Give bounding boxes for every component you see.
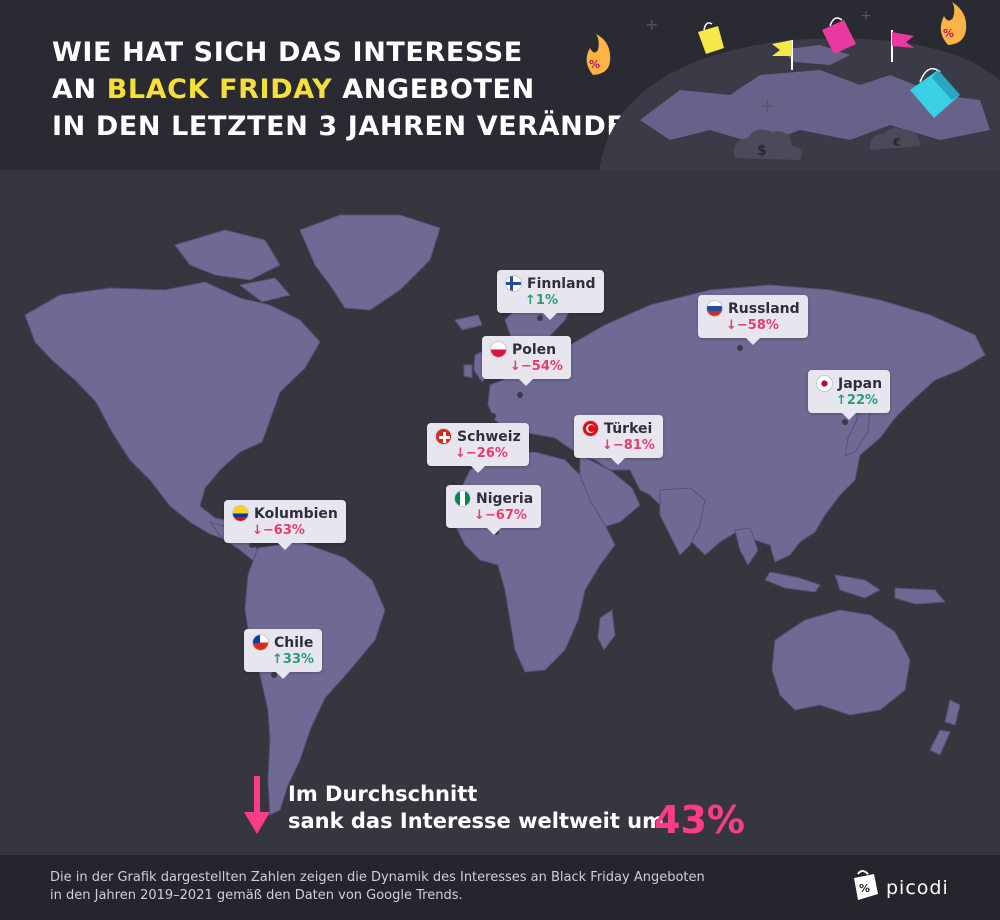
footnote-line-1: Die in der Grafik dargestellten Zahlen z… — [50, 870, 705, 885]
country-card-kolumbien: Kolumbien ↓−63% — [224, 500, 346, 550]
trend-arrow-icon: ↑ — [272, 652, 283, 667]
title-line-3: IN DEN LETZTEN 3 JAHREN VERÄNDERT? — [52, 111, 681, 142]
arctic-islands-shape — [174, 229, 281, 281]
country-value: −63% — [262, 523, 305, 538]
header-illustration: $ € + + + % % — [586, 2, 1000, 170]
south-america-shape — [244, 541, 386, 816]
summary-line-1: Im Durchschnitt — [288, 782, 478, 806]
country-value: −26% — [465, 446, 508, 461]
country-value: 33% — [282, 652, 315, 667]
country-change: ↑22% — [816, 393, 882, 408]
trend-arrow-icon: ↓ — [510, 359, 521, 374]
country-card-schweiz: Schweiz ↓−26% — [427, 423, 529, 473]
svg-text:+: + — [645, 15, 658, 34]
down-arrow-icon — [244, 776, 270, 834]
country-change: ↓−81% — [582, 438, 655, 453]
svg-text:%: % — [589, 58, 600, 71]
shopping-bag-icon — [910, 67, 960, 118]
svg-text:$: $ — [757, 143, 767, 159]
switzerland-flag-icon — [435, 428, 452, 445]
greenland-shape — [299, 214, 441, 311]
colombia-flag-icon — [232, 505, 249, 522]
country-card-tuerkei: Türkei ↓−81% — [574, 415, 663, 465]
country-card-finnland: Finnland ↑1% — [497, 270, 604, 320]
poland-flag-icon — [490, 341, 507, 358]
footnote: Die in der Grafik dargestellten Zahlen z… — [50, 869, 810, 905]
country-card-japan: Japan ↑22% — [808, 370, 891, 420]
country-card-russland: Russland ↓−58% — [698, 295, 808, 345]
trend-arrow-icon: ↓ — [726, 318, 737, 333]
country-change: ↑1% — [505, 293, 596, 308]
country-card-nigeria: Nigeria ↓−67% — [446, 485, 542, 535]
country-change: ↓−58% — [706, 318, 800, 333]
country-value: −81% — [612, 438, 655, 453]
trend-arrow-icon: ↑ — [525, 293, 536, 308]
country-name: Polen — [512, 341, 557, 358]
country-change: ↓−26% — [435, 446, 521, 461]
summary-percent: 43% — [654, 798, 745, 842]
country-name: Russland — [728, 300, 800, 317]
footer: Die in der Grafik dargestellten Zahlen z… — [0, 855, 1000, 920]
picodi-logo[interactable]: % picodi — [848, 870, 968, 906]
country-change: ↓−67% — [454, 508, 533, 523]
svg-text:+: + — [760, 96, 775, 117]
india-shape — [659, 487, 706, 556]
country-card-polen: Polen ↓−54% — [482, 336, 571, 386]
title-highlight: BLACK FRIDAY — [106, 74, 333, 105]
country-value: −58% — [736, 318, 779, 333]
country-change: ↓−63% — [232, 523, 338, 538]
country-value: −67% — [484, 508, 527, 523]
russia-flag-icon — [706, 300, 723, 317]
country-name: Japan — [838, 375, 883, 392]
chile-flag-icon — [252, 634, 269, 651]
country-name: Finnland — [527, 275, 596, 292]
cloud-icon — [869, 127, 920, 150]
world-map — [24, 214, 986, 816]
trend-arrow-icon: ↓ — [474, 508, 485, 523]
svg-text:%: % — [943, 27, 954, 40]
trend-arrow-icon: ↓ — [602, 438, 613, 453]
fire-icon: % — [586, 34, 611, 75]
country-name: Nigeria — [476, 490, 534, 507]
trend-arrow-icon: ↑ — [836, 393, 847, 408]
svg-text:+: + — [860, 8, 872, 24]
australia-shape — [771, 609, 911, 716]
flag-pin-icon — [772, 40, 793, 70]
country-value: 22% — [846, 393, 879, 408]
country-name: Kolumbien — [254, 505, 338, 522]
turkey-flag-icon — [582, 420, 599, 437]
country-name: Türkei — [604, 420, 653, 437]
japan-flag-icon — [816, 375, 833, 392]
title-line-1: WIE HAT SICH DAS INTERESSE — [52, 37, 523, 68]
summary-block: Im Durchschnitt sank das Interesse weltw… — [240, 776, 840, 842]
footnote-line-2: in den Jahren 2019–2021 gemäß den Daten … — [50, 888, 463, 903]
shopping-bag-icon — [822, 17, 856, 54]
cloud-icon — [733, 129, 802, 160]
finland-flag-icon — [505, 275, 522, 292]
trend-arrow-icon: ↓ — [252, 523, 263, 538]
flag-pin-icon — [891, 30, 914, 62]
country-name: Chile — [274, 634, 314, 651]
svg-text:€: € — [892, 136, 901, 149]
country-change: ↑33% — [252, 652, 314, 667]
north-america-shape — [24, 281, 321, 543]
country-change: ↓−54% — [490, 359, 563, 374]
nigeria-flag-icon — [454, 490, 471, 507]
picodi-logo-icon: % — [854, 870, 878, 900]
shopping-bag-icon — [698, 22, 724, 54]
country-value: −54% — [520, 359, 563, 374]
svg-text:%: % — [859, 882, 870, 895]
country-card-chile: Chile ↑33% — [244, 629, 323, 679]
fire-icon: % — [940, 2, 967, 45]
summary-line-2: sank das Interesse weltweit um — [288, 809, 665, 833]
title-line-2: AN BLACK FRIDAY ANGEBOTEN — [52, 71, 681, 108]
title-suffix: ANGEBOTEN — [332, 74, 535, 105]
trend-arrow-icon: ↓ — [455, 446, 466, 461]
page-title: WIE HAT SICH DAS INTERESSE AN BLACK FRID… — [52, 34, 681, 145]
title-prefix: AN — [52, 74, 107, 105]
country-value: 1% — [535, 293, 558, 308]
logo-text: picodi — [886, 877, 949, 899]
header-banner: WIE HAT SICH DAS INTERESSE AN BLACK FRID… — [0, 0, 1000, 170]
country-name: Schweiz — [457, 428, 521, 445]
